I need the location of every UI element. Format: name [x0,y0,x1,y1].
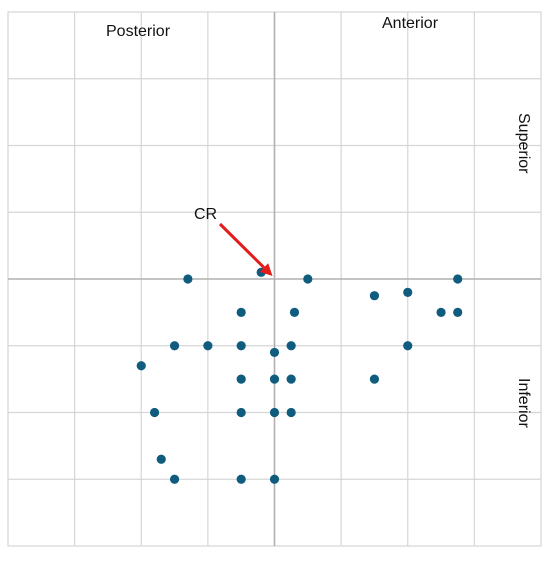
data-point [236,407,246,418]
data-point [169,341,180,351]
data-point [289,307,300,317]
data-point [156,454,166,464]
data-point [453,307,463,317]
data-point [169,474,180,484]
data-point [369,291,380,301]
data-point [203,341,213,351]
data-point [236,474,246,484]
data-point [269,407,280,418]
data-point [183,274,193,284]
label-posterior: Posterior [106,23,171,40]
data-point [303,274,313,284]
data-point [269,474,280,484]
data-point [403,341,413,351]
data-point [453,274,463,284]
label-superior: Superior [515,113,532,174]
label-anterior: Anterior [382,15,439,32]
cr-arrow [218,222,273,276]
data-point [286,407,296,418]
data-point [403,287,413,297]
data-points [136,267,463,484]
data-point [286,341,296,351]
data-point [369,374,380,384]
arrow-head [259,263,273,276]
data-point [436,307,446,317]
data-point [236,307,246,317]
annotation-cr: CR [194,206,218,223]
axes [8,12,541,546]
data-point [269,347,280,358]
data-point [236,341,246,351]
data-point [136,361,146,371]
data-point [286,374,296,384]
data-point [236,374,246,384]
label-inferior: Inferior [515,378,532,428]
data-point [149,407,160,418]
arrow-shaft [218,222,266,269]
data-point [269,374,280,384]
